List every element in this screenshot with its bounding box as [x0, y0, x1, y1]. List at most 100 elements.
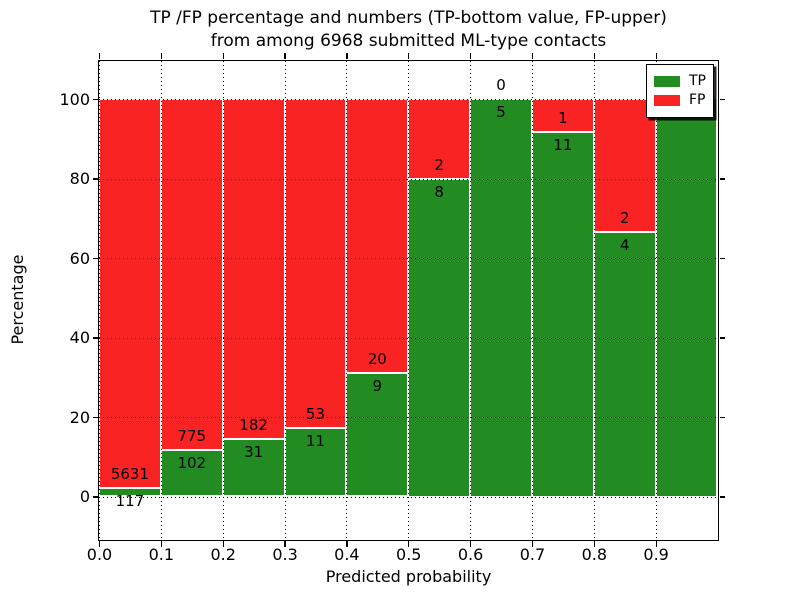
tp-color-swatch: [654, 76, 680, 87]
chart-title-line-1: TP /FP percentage and numbers (TP-bottom…: [150, 8, 667, 28]
y-tick-mark-left: [93, 178, 99, 180]
x-tick-mark-top: [222, 53, 224, 59]
bar-tp-segment: [531, 132, 594, 497]
legend-label-tp: TP: [689, 73, 706, 89]
y-tick-label: 60: [69, 248, 90, 268]
x-tick-label: 0.7: [519, 545, 546, 564]
bar-count-label-fp: 182: [239, 415, 268, 434]
bar-tp-segment: [284, 428, 347, 497]
bar-tp-segment: [593, 231, 656, 497]
y-tick-mark-right: [719, 178, 725, 180]
x-axis-label: Predicted probability: [325, 567, 492, 586]
gridline-x: [284, 60, 286, 540]
bar-count-label-fp: 2: [434, 155, 444, 174]
y-tick-mark-left: [93, 337, 99, 339]
bar-count-label-fp: 1: [558, 109, 568, 128]
x-tick-mark-bottom: [222, 541, 224, 547]
x-tick-label: 0.0: [86, 545, 113, 564]
gridline-x: [470, 60, 472, 540]
y-tick-label: 80: [69, 169, 90, 188]
legend: TP FP: [646, 64, 714, 118]
bar-count-label-tp: 8: [434, 182, 444, 201]
bar-fp-segment: [160, 99, 223, 451]
legend-item-fp: FP: [654, 93, 707, 108]
x-tick-mark-top: [531, 53, 534, 59]
y-tick-label: 100: [59, 89, 90, 109]
bar-count-label-tp: 5: [496, 103, 506, 121]
bar-count-label-fp: 0: [496, 76, 506, 94]
gridline-x: [222, 60, 224, 540]
y-axis-label: Percentage: [8, 254, 27, 345]
bar-count-label-fp: 20: [367, 350, 387, 369]
plot-area: 563111777510218231531120928051112404: [98, 59, 719, 541]
x-tick-mark-bottom: [593, 541, 595, 547]
bar-tp-segment: [470, 99, 532, 497]
bar-fp-segment: [284, 99, 347, 429]
x-tick-mark-top: [284, 53, 286, 59]
x-tick-label: 0.4: [334, 545, 360, 564]
gridline-x: [346, 60, 348, 540]
x-tick-label: 0.6: [457, 545, 484, 564]
x-tick-mark-top: [470, 53, 472, 59]
x-tick-mark-bottom: [655, 541, 657, 547]
bar-count-label-fp: 53: [305, 405, 326, 424]
x-tick-label: 0.8: [581, 545, 608, 564]
bar-count-label-fp: 5631: [110, 465, 150, 484]
bar-fp-segment: [531, 99, 594, 133]
legend-item-tp: TP: [654, 74, 707, 89]
bar-count-label-tp: 9: [372, 377, 383, 396]
bar-fp-segment: [593, 99, 656, 232]
bar-count-label-fp: 775: [177, 427, 207, 446]
bar-fp-segment: [222, 99, 285, 439]
x-tick-mark-top: [98, 53, 101, 59]
x-tick-mark-top: [160, 53, 163, 59]
y-tick-mark-right: [719, 416, 725, 419]
x-tick-label: 0.3: [272, 545, 298, 564]
bar-tp-segment: [160, 450, 223, 497]
y-tick-mark-left: [93, 416, 99, 419]
bar-count-label-tp: 4: [619, 235, 630, 254]
y-tick-label: 20: [69, 407, 90, 427]
bar-count-label-tp: 11: [305, 432, 326, 451]
y-tick-mark-left: [93, 257, 99, 260]
x-tick-mark-bottom: [98, 541, 101, 547]
x-tick-label: 0.5: [396, 545, 422, 564]
bar-fp-segment: [346, 99, 409, 374]
bar-count-label-fp: 2: [619, 208, 630, 227]
bar-fp-segment: [99, 99, 161, 489]
y-tick-mark-right: [719, 257, 725, 260]
y-tick-mark-right: [719, 337, 725, 339]
legend-label-fp: FP: [689, 92, 706, 108]
y-tick-label: 40: [69, 328, 90, 347]
y-tick-mark-left: [93, 496, 99, 498]
x-tick-mark-bottom: [346, 541, 348, 547]
x-tick-mark-bottom: [160, 541, 163, 547]
fp-color-swatch: [654, 95, 680, 106]
bar-tp-segment: [655, 99, 718, 497]
y-tick-mark-right: [719, 98, 725, 101]
x-tick-mark-bottom: [284, 541, 286, 547]
x-tick-mark-top: [655, 53, 657, 59]
gridline-x: [593, 60, 595, 540]
bar-count-label-tp: 102: [177, 454, 207, 473]
x-tick-mark-top: [593, 53, 595, 59]
gridline-x: [160, 60, 162, 540]
x-tick-mark-top: [346, 53, 348, 59]
x-tick-mark-bottom: [470, 541, 472, 547]
x-tick-label: 0.2: [210, 545, 236, 564]
chart-title-line-2: from among 6968 submitted ML-type contac…: [210, 31, 607, 51]
y-tick-label: 0: [79, 487, 90, 506]
x-tick-label: 0.1: [148, 545, 175, 564]
gridline-x: [531, 60, 533, 540]
gridline-x: [99, 60, 100, 540]
x-tick-label: 0.9: [643, 545, 669, 564]
y-tick-mark-right: [719, 496, 725, 498]
bar-tp-segment: [346, 373, 409, 497]
x-tick-mark-top: [408, 53, 410, 59]
bar-count-label-tp: 117: [115, 492, 145, 511]
y-tick-mark-left: [93, 98, 99, 101]
bar-count-label-tp: 11: [553, 136, 573, 155]
x-tick-mark-bottom: [531, 541, 534, 547]
bar-count-label-tp: 31: [244, 442, 264, 461]
